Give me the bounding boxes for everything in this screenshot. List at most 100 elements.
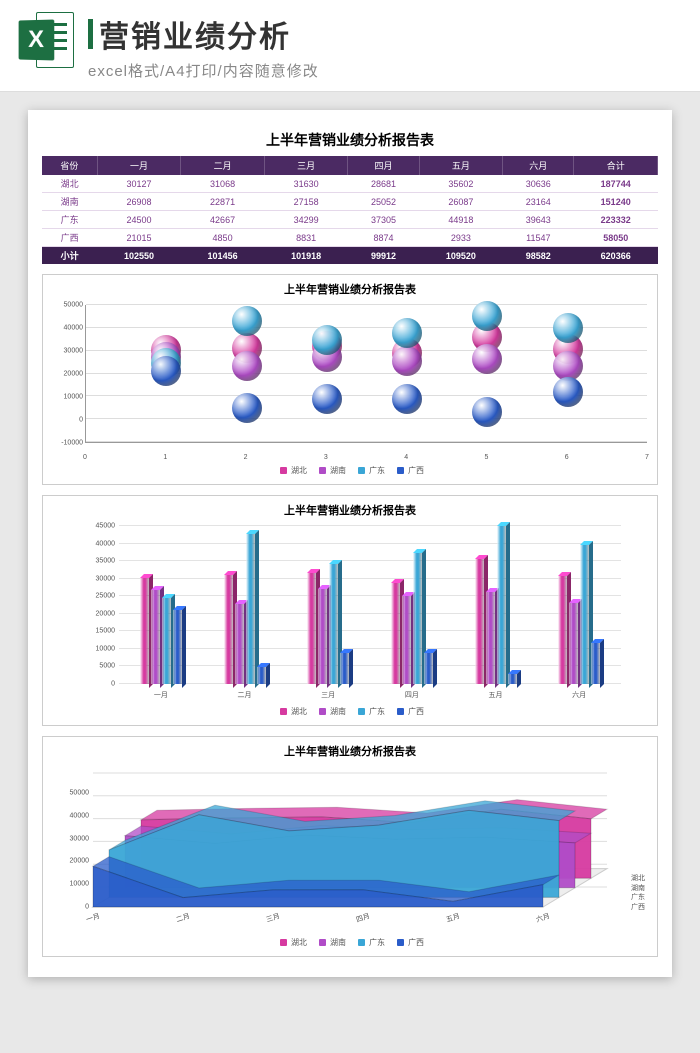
header-title-text: 营销业绩分析 [99, 12, 291, 56]
bar-group [307, 564, 349, 684]
y-axis-tick: 40000 [83, 540, 115, 547]
y-axis-tick: 40000 [55, 812, 89, 819]
x-axis-tick: 二月 [175, 911, 191, 925]
table-cell: 广西 [42, 229, 97, 247]
bubble-point [553, 351, 583, 381]
table-total-row: 小计10255010145610191899912109520985826203… [42, 247, 658, 265]
table-row: 广东245004266734299373054491839643223332 [42, 211, 658, 229]
bubble-point [472, 344, 502, 374]
x-axis-tick: 一月 [85, 911, 101, 925]
z-axis-tick: 广东 [631, 892, 645, 902]
bar [235, 604, 244, 684]
y-axis-tick: 0 [49, 417, 83, 424]
x-axis-tick: 五月 [489, 690, 503, 700]
bar [257, 667, 266, 684]
y-axis-tick: 30000 [55, 835, 89, 842]
legend-item: 湖南 [315, 466, 346, 475]
bar [162, 598, 171, 684]
bubble-point [553, 313, 583, 343]
y-axis-tick: 35000 [83, 558, 115, 565]
table-col-header: 一月 [97, 156, 181, 175]
table-cell: 湖南 [42, 193, 97, 211]
bar-chart-title: 上半年营销业绩分析报告表 [49, 502, 651, 518]
table-row: 湖北301273106831630286813560230636187744 [42, 175, 658, 193]
template-header: X 营销业绩分析 excel格式/A4打印/内容随意修改 [0, 0, 700, 92]
y-axis-tick: 30000 [83, 575, 115, 582]
x-axis-tick: 0 [83, 454, 87, 461]
bubble-point [232, 351, 262, 381]
table-col-header: 二月 [181, 156, 265, 175]
table-total-cell: 98582 [503, 247, 574, 265]
bubble-point [472, 301, 502, 331]
y-axis-tick: 20000 [83, 610, 115, 617]
bar-group [391, 553, 433, 684]
legend-item: 广东 [354, 707, 385, 716]
table-cell: 35602 [419, 175, 503, 193]
area-chart-title: 上半年营销业绩分析报告表 [49, 743, 651, 759]
y-axis-tick: -10000 [49, 440, 83, 447]
bubble-point [232, 393, 262, 423]
bubble-chart-panel: 上半年营销业绩分析报告表 -10000010000200003000040000… [42, 274, 658, 485]
table-cell: 151240 [574, 193, 658, 211]
x-axis-tick: 6 [565, 454, 569, 461]
table-cell: 24500 [97, 211, 181, 229]
bar [307, 573, 316, 684]
x-axis-tick: 3 [324, 454, 328, 461]
y-axis-tick: 5000 [83, 663, 115, 670]
y-axis-tick: 30000 [49, 348, 83, 355]
bar [591, 643, 600, 684]
x-axis-tick: 二月 [238, 690, 252, 700]
y-axis-tick: 50000 [55, 790, 89, 797]
y-axis-tick: 40000 [49, 325, 83, 332]
table-total-cell: 109520 [419, 247, 503, 265]
legend-item: 湖南 [315, 707, 346, 716]
table-cell: 11547 [503, 229, 574, 247]
table-cell: 39643 [503, 211, 574, 229]
bar-group [558, 545, 600, 684]
bar-chart: 0500010000150002000025000300003500040000… [49, 522, 651, 702]
table-col-header: 四月 [348, 156, 419, 175]
bar [508, 674, 517, 684]
table-cell: 42667 [181, 211, 265, 229]
y-axis-tick: 45000 [83, 523, 115, 530]
bar-chart-panel: 上半年营销业绩分析报告表 050001000015000200002500030… [42, 495, 658, 726]
y-axis-tick: 50000 [49, 302, 83, 309]
bar [402, 596, 411, 684]
table-cell: 44918 [419, 211, 503, 229]
bar [475, 559, 484, 684]
table-cell: 广东 [42, 211, 97, 229]
y-axis-tick: 20000 [49, 371, 83, 378]
area-chart: 01000020000300004000050000一月二月三月四月五月六月广西… [49, 763, 651, 933]
table-row: 广西2101548508831887429331154758050 [42, 229, 658, 247]
table-col-header: 五月 [419, 156, 503, 175]
legend-item: 湖北 [276, 938, 307, 947]
x-axis-tick: 2 [244, 454, 248, 461]
y-axis-tick: 0 [83, 681, 115, 688]
table-total-cell: 102550 [97, 247, 181, 265]
x-axis-tick: 四月 [405, 690, 419, 700]
header-text: 营销业绩分析 excel格式/A4打印/内容随意修改 [88, 12, 682, 81]
bar [558, 576, 567, 684]
legend-item: 广西 [393, 466, 424, 475]
excel-icon: X [18, 12, 74, 68]
table-cell: 37305 [348, 211, 419, 229]
bar-group [140, 578, 182, 684]
z-axis-tick: 广西 [631, 902, 645, 912]
table-col-header: 三月 [264, 156, 348, 175]
bar [580, 545, 589, 684]
bubble-point [392, 384, 422, 414]
bar [391, 583, 400, 684]
bar-group [475, 526, 517, 684]
bubble-point [392, 318, 422, 348]
header-subtitle: excel格式/A4打印/内容随意修改 [88, 60, 682, 81]
bar [569, 603, 578, 684]
bubble-legend: 湖北湖南广东广西 [49, 465, 651, 476]
legend-item: 广东 [354, 938, 385, 947]
bar [413, 553, 422, 684]
bubble-point [312, 384, 342, 414]
table-cell: 22871 [181, 193, 265, 211]
table-cell: 31068 [181, 175, 265, 193]
table-cell: 58050 [574, 229, 658, 247]
x-axis-tick: 三月 [321, 690, 335, 700]
bubble-point [312, 325, 342, 355]
